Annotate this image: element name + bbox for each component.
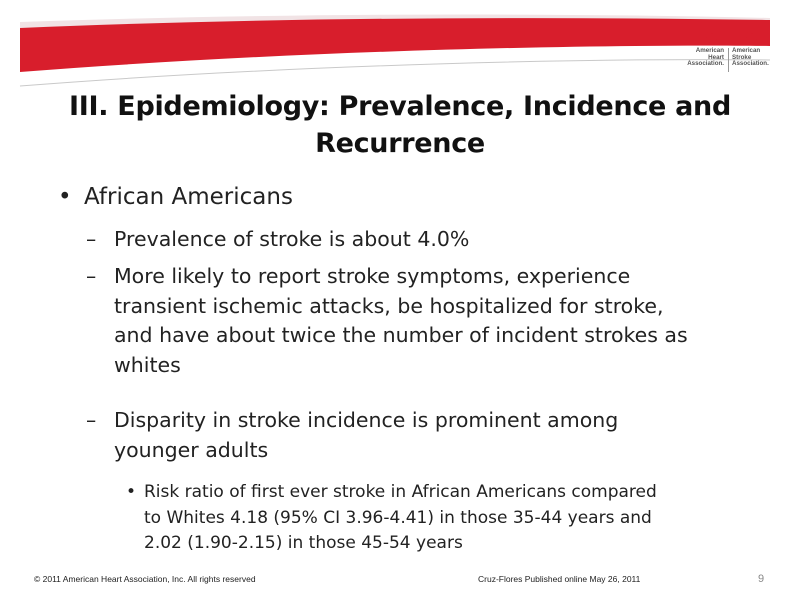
swoosh-rule	[19, 59, 771, 87]
logo-text-heart: American Heart Association.	[687, 47, 724, 68]
dash-symbol: –	[86, 264, 97, 288]
aha-asa-logo: American Heart Association. American Str…	[683, 26, 775, 76]
page-number: 9	[758, 573, 765, 585]
heart-torch-icon	[746, 28, 758, 45]
bullet-text: African Americans	[84, 184, 293, 210]
subpoint-text: More likely to report stroke symptoms, e…	[114, 264, 688, 377]
subpoint-text: Prevalence of stroke is about 4.0%	[114, 227, 470, 251]
slide-title: III. Epidemiology: Prevalence, Incidence…	[40, 88, 760, 162]
title-line-2: Recurrence	[315, 128, 485, 159]
subpoint-text: Disparity in stroke incidence is promine…	[114, 408, 619, 462]
dash-symbol: –	[86, 408, 97, 432]
header-swoosh	[19, 14, 771, 87]
swoosh-white-cut	[20, 45, 770, 86]
subsub-text: Risk ratio of first ever stroke in Afric…	[144, 482, 657, 553]
dash-symbol: –	[86, 227, 97, 251]
title-line-1: III. Epidemiology: Prevalence, Incidence…	[69, 91, 731, 122]
footer-citation: Cruz-Flores Published online May 26, 201…	[478, 574, 641, 584]
logo-text-stroke: American Stroke Association.	[732, 47, 769, 68]
footer-copyright: © 2011 American Heart Association, Inc. …	[34, 574, 256, 584]
bullet-symbol: •	[126, 482, 137, 502]
logo-divider	[728, 48, 729, 72]
bullet-symbol: •	[58, 184, 72, 210]
heart-torch-icon	[706, 28, 718, 45]
